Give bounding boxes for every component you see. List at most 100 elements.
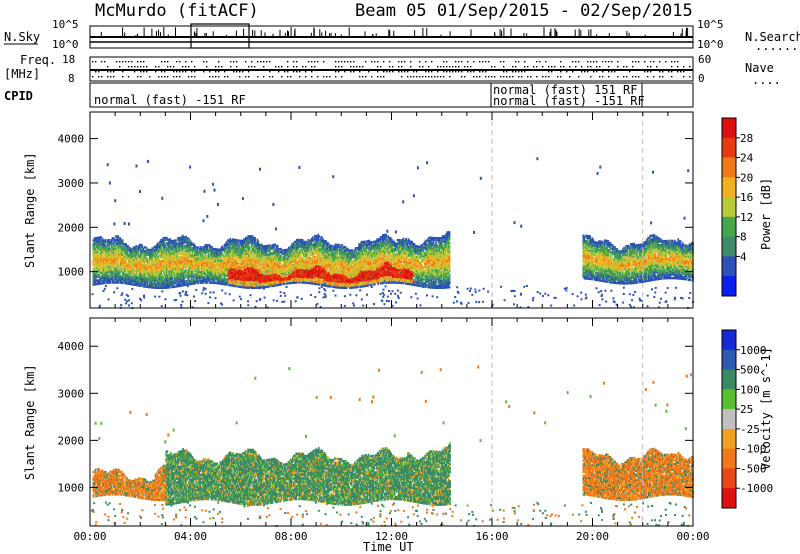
nave-dot: [581, 71, 582, 72]
nave-dot: [437, 71, 438, 72]
nave-dot: [110, 76, 111, 77]
nave-dot: [638, 61, 639, 62]
nave-dot: [179, 71, 180, 72]
nave-dot: [446, 66, 447, 67]
nave-dot: [338, 66, 339, 67]
nave-dot: [365, 61, 366, 62]
nave-dot: [644, 71, 645, 72]
nave-dot: [362, 76, 363, 77]
nave-dot: [134, 71, 135, 72]
nave-dot: [428, 66, 429, 67]
nave-dot: [560, 66, 561, 67]
nsearch-bottom-label: 10^0: [697, 38, 724, 51]
nave-dot: [131, 61, 132, 62]
nsearch-top-label: 10^5: [697, 18, 724, 31]
nave-dot: [257, 61, 258, 62]
nave-dot: [608, 71, 609, 72]
nave-dot: [233, 71, 234, 72]
nave-dot: [524, 71, 525, 72]
nave-dot: [167, 61, 168, 62]
nave-dot: [518, 61, 519, 62]
nave-dot: [596, 71, 597, 72]
nave-dot: [224, 71, 225, 72]
nave-dot: [599, 66, 600, 67]
nave-dot: [203, 71, 204, 72]
nave-dot: [122, 76, 123, 77]
nave-dot: [449, 71, 450, 72]
nave-dot: [146, 71, 147, 72]
nave-dot: [515, 61, 516, 62]
nave-dot: [176, 76, 177, 77]
nave-dot: [629, 71, 630, 72]
nave-dot: [503, 76, 504, 77]
nave-dot: [302, 66, 303, 67]
nave-dot: [251, 66, 252, 67]
nave-dot: [551, 71, 552, 72]
nave-dot: [344, 71, 345, 72]
nave-dot: [314, 66, 315, 67]
nave-dot: [491, 66, 492, 67]
nave-dot: [107, 71, 108, 72]
nave-dot: [119, 66, 120, 67]
nave-dot: [593, 71, 594, 72]
nave-dot: [590, 76, 591, 77]
nave-dot: [101, 76, 102, 77]
nave-dot: [689, 76, 690, 77]
nave-dot: [374, 61, 375, 62]
nave-dot: [431, 71, 432, 72]
nave-dot: [443, 76, 444, 77]
nave-dot: [596, 66, 597, 67]
nsky-label: N.Sky: [4, 30, 40, 44]
nave-dot: [575, 66, 576, 67]
nave-dot: [143, 66, 144, 67]
nave-dot: [689, 66, 690, 67]
nave-dot: [509, 76, 510, 77]
nave-dot: [608, 76, 609, 77]
nave-dot: [503, 61, 504, 62]
nave-dot: [323, 61, 324, 62]
nave-dot: [128, 76, 129, 77]
nave-dot: [611, 71, 612, 72]
nave-dot: [617, 76, 618, 77]
nave-dot: [401, 76, 402, 77]
nave-dot: [560, 61, 561, 62]
nave-dot: [353, 66, 354, 67]
nave-dot: [269, 71, 270, 72]
nave-dot: [482, 61, 483, 62]
nave-dot: [173, 71, 174, 72]
nave-dot: [122, 61, 123, 62]
nave-dot: [236, 61, 237, 62]
nave-dot: [668, 71, 669, 72]
nave-dots: ....: [752, 73, 781, 87]
nave-dot: [194, 66, 195, 67]
nave-dot: [263, 66, 264, 67]
nave-dot: [257, 76, 258, 77]
nave-dot: [626, 76, 627, 77]
nave-dot: [353, 71, 354, 72]
nave-dot: [494, 76, 495, 77]
nave-dot: [542, 76, 543, 77]
nsky-bottom-label: 10^0: [52, 38, 79, 51]
nave-dot: [410, 66, 411, 67]
nave-dot: [251, 61, 252, 62]
nave-dot: [248, 66, 249, 67]
nave-dot: [371, 76, 372, 77]
nave-dot: [515, 66, 516, 67]
nave-dot: [137, 76, 138, 77]
nave-dot: [635, 61, 636, 62]
nave-dot: [587, 71, 588, 72]
noise-strip: [90, 24, 693, 48]
nave-dot: [128, 61, 129, 62]
nave-dot: [572, 61, 573, 62]
nave-dot: [341, 61, 342, 62]
nave-dot: [284, 71, 285, 72]
nave-dot: [407, 76, 408, 77]
nave-dot: [242, 71, 243, 72]
nave-dot: [545, 61, 546, 62]
nave-dot: [617, 66, 618, 67]
nave-dot: [671, 71, 672, 72]
nave-dot: [335, 71, 336, 72]
nave-dot: [173, 76, 174, 77]
nave-dot: [671, 76, 672, 77]
nave-dot: [437, 66, 438, 67]
